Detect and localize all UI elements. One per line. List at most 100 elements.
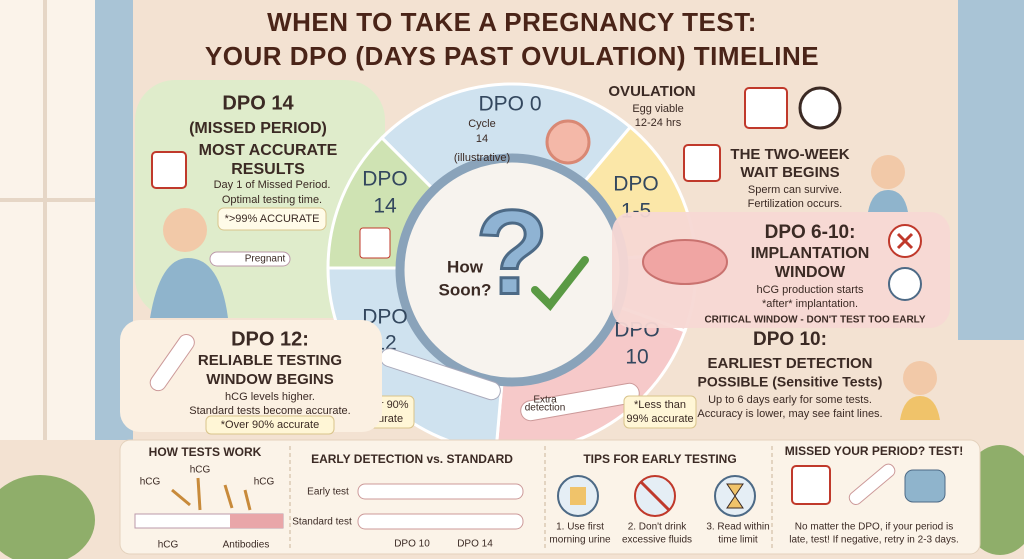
segment-text: Cycle: [468, 118, 496, 130]
diagram-label: Antibodies: [223, 540, 270, 551]
test-stick: [357, 483, 524, 500]
tip-text: 1. Use first: [556, 522, 604, 533]
test-label: detection: [525, 403, 566, 414]
check-mark: [531, 256, 589, 312]
tip-text: time limit: [718, 535, 758, 546]
diagram-label: hCG: [140, 477, 161, 488]
axis-label: DPO 10: [394, 539, 430, 550]
calendar-icon: [151, 151, 187, 189]
segment-label: DPO: [613, 173, 659, 196]
badge: [623, 395, 697, 429]
clock-icon: [798, 86, 842, 130]
panel-dpo14: [135, 80, 385, 318]
panel-text: *after* implantation.: [762, 298, 858, 310]
panel-title: EARLIEST DETECTION: [707, 355, 872, 372]
section-title: THE TWO-WEEK: [730, 146, 849, 163]
panel-title: IMPLANTATION: [751, 245, 870, 262]
curtain: [958, 0, 1024, 340]
tip-text: morning urine: [549, 535, 611, 546]
section-text: Fertilization occurs.: [748, 198, 843, 210]
test-zone: [230, 514, 283, 528]
bottom-panel: [119, 439, 981, 555]
calendar-icon: [744, 87, 788, 129]
person-body: [150, 258, 228, 318]
person-head: [163, 208, 207, 252]
badge-text: 99% accurate: [626, 413, 693, 425]
subheading: (MISSED PERIOD): [189, 120, 327, 137]
person-body: [900, 396, 940, 420]
cup-icon: [570, 487, 586, 505]
segment-label: 14: [373, 195, 397, 218]
plant: [0, 475, 95, 559]
diagram-label: hCG: [254, 477, 275, 488]
row-label: Standard test: [292, 517, 352, 528]
panel-text: hCG production starts: [757, 284, 864, 296]
antibody-icon: [171, 477, 252, 511]
panel-title: POSSIBLE (Sensitive Tests): [698, 374, 883, 390]
diagram-label: hCG: [190, 465, 211, 476]
calendar-icon: [791, 465, 831, 505]
tip-text: 3. Read within: [706, 522, 769, 533]
no-icon: [639, 480, 671, 512]
tip-text: excessive fluids: [622, 535, 692, 546]
badge: [205, 415, 335, 435]
heading: DPO 14: [222, 92, 294, 114]
uterus-icon: [642, 239, 728, 285]
segment-label: 10: [625, 346, 648, 369]
panel-text: Standard tests become accurate.: [189, 405, 350, 417]
badge: [217, 207, 327, 231]
calendar-icon: [683, 144, 721, 182]
title: YOUR DPO (DAYS PAST OVULATION) TIMELINE: [205, 41, 819, 71]
phone-icon: [904, 469, 946, 503]
panel-title: RESULTS: [231, 161, 305, 178]
panel-text: hCG levels higher.: [225, 391, 315, 403]
test-label: Pregnant: [245, 254, 286, 265]
missed-text: late, test! If negative, retry in 2-3 da…: [789, 535, 959, 546]
egg-icon: [545, 119, 591, 165]
warning: CRITICAL WINDOW - DON'T TEST TOO EARLY: [704, 315, 925, 326]
section-text: Sperm can survive.: [748, 184, 842, 196]
panel-title: WINDOW BEGINS: [206, 371, 334, 388]
diagram-label: hCG: [158, 540, 179, 551]
panel-title: RELIABLE TESTING: [198, 352, 342, 369]
section-title: MISSED YOUR PERIOD? TEST!: [785, 444, 963, 458]
test-stick: [848, 463, 896, 505]
x-icon: [896, 232, 914, 250]
test-stick: [209, 251, 291, 267]
tip-text: 2. Don't drink: [628, 522, 688, 533]
window: [0, 0, 95, 440]
ovulation-text: Egg viable: [632, 103, 683, 115]
test-stick: [520, 382, 640, 422]
center-text: Soon?: [439, 280, 492, 299]
section-title: EARLY DETECTION vs. STANDARD: [311, 452, 513, 466]
segment-label: DPO: [362, 306, 408, 329]
person-body: [868, 190, 908, 212]
question-mark: ?: [475, 186, 548, 320]
hourglass-icon: [726, 483, 744, 509]
badge-text: *>99% ACCURATE: [225, 213, 320, 225]
center-text: How: [447, 257, 484, 276]
panel-title: DPO 12:: [231, 328, 309, 350]
segment-label: DPO: [362, 168, 408, 191]
test-label: Extra: [533, 395, 557, 406]
badge-text: *Over 90% accurate: [221, 419, 319, 431]
test-stick: [149, 334, 195, 392]
panel-text: Day 1 of Missed Period.: [214, 179, 331, 191]
question-icon: [888, 267, 922, 301]
section-title: TIPS FOR EARLY TESTING: [583, 452, 736, 466]
ovulation-title: OVULATION: [608, 83, 695, 100]
section-title: HOW TESTS WORK: [149, 445, 262, 459]
badge-text: *Less than: [634, 399, 686, 411]
panel-title: DPO 6-10:: [765, 222, 856, 243]
panel-title: WINDOW: [775, 264, 846, 281]
calendar-icon: [359, 227, 391, 259]
test-stick: [357, 513, 524, 530]
segment-text: (illustrative): [454, 152, 510, 164]
person-head: [871, 155, 905, 189]
panel-text: Optimal testing time.: [222, 194, 322, 206]
segment-text: 14: [476, 133, 488, 145]
segment-label: DPO 0: [478, 93, 541, 116]
panel-title: MOST ACCURATE: [199, 142, 338, 159]
ovulation-text: 12-24 hrs: [635, 117, 682, 129]
